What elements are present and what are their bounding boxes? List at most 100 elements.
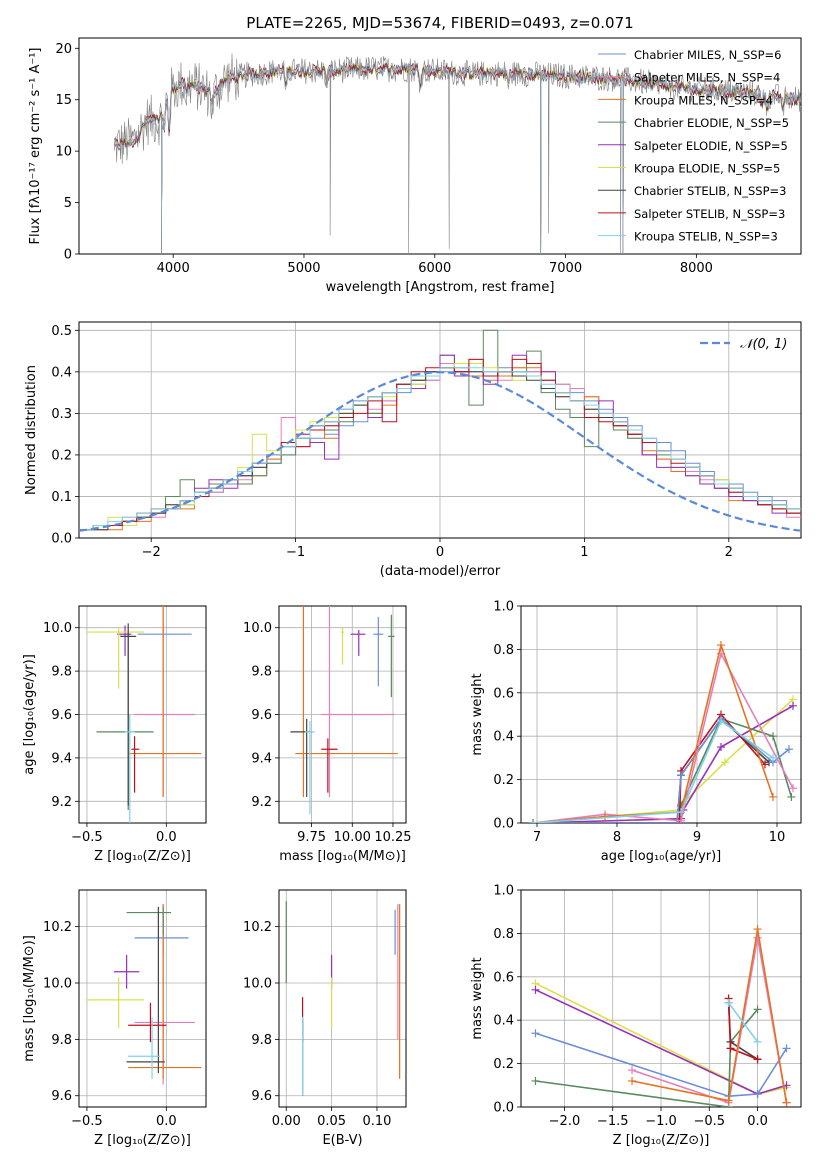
data-marker [753,925,762,934]
data-marker [677,808,685,817]
y-tick-label: 0.1 [51,490,72,505]
y-tick-label: 9.8 [251,1033,272,1048]
y-tick-label: 9.6 [51,708,72,723]
weight-series [533,713,766,823]
x-tick-label: 7 [533,830,541,845]
y-tick-label: 0.4 [51,365,72,380]
y-tick-label: 0.4 [493,1014,514,1029]
x-axis-label: E(B-V) [322,1133,362,1148]
y-tick-label: 0.8 [493,927,514,942]
y-tick-label: 10.0 [243,977,272,992]
x-tick-label: 10.00 [334,830,371,845]
x-tick-label: 0.0 [156,830,177,845]
data-marker [677,771,685,780]
y-tick-label: 0.2 [51,448,72,463]
weight-series [532,705,794,823]
x-axis-label: (data-model)/error [380,564,501,579]
x-tick-label: 0.0 [747,1114,768,1129]
x-tick-label: −2 [142,545,161,560]
plot-frame [78,37,802,255]
x-tick-label: 7000 [549,261,582,276]
legend-label: 𝒩(0, 1) [740,337,787,352]
data-marker [677,816,685,823]
y-tick-label: 9.8 [251,665,272,680]
weight-series [535,1032,788,1098]
weight-series [631,928,788,1103]
data-marker [785,745,793,754]
x-tick-label: 0.10 [362,1114,391,1129]
data-marker [717,641,725,650]
y-tick-label: 0.0 [493,817,514,832]
x-tick-label: 5000 [287,261,320,276]
y-tick-label: 10 [55,145,72,160]
data-marker [721,758,729,767]
data-marker [531,1029,540,1038]
panel-spectrum: 4000 5000 6000 7000 8000 0 5 10 15 20 wavelength [… [28,37,802,295]
y-tick-label: 9.6 [251,708,272,723]
y-tick-label: 9.4 [51,751,72,766]
y-tick-label: 0.2 [493,1057,514,1072]
y-tick-label: 15 [55,93,72,108]
legend-label: Salpeter MILES, N_SSP=4 [634,71,780,85]
x-axis-label: Z [log₁₀(Z/Z⊙)] [94,849,191,864]
x-axis-label: Z [log₁₀(Z/Z⊙)] [94,1133,191,1148]
data-marker [787,792,796,801]
x-tick-label: 10 [769,830,786,845]
data-marker [628,1066,637,1075]
y-tick-label: 10.0 [43,977,72,992]
plot-frame [520,605,802,824]
x-axis-label: Z [log₁₀(Z/Z⊙)] [613,1133,710,1148]
panel-mass-vs-ebv: 0.00 0.05 0.10 9.6 9.8 10.0 10.2 E(B-V) [243,889,407,1148]
y-tick-label: 0 [64,248,72,263]
data-marker [753,1055,762,1064]
panel-age-vs-mass: 9.75 10.00 10.25 9.2 9.4 9.6 9.8 10.0 mass [log₁… [243,605,412,864]
legend-label: Salpeter ELODIE, N_SSP=5 [634,139,788,153]
data-marker [782,1098,791,1107]
data-marker [789,784,797,793]
y-tick-label: 10.2 [243,920,272,935]
panel-mass-vs-Z: −0.5 0.0 9.6 9.8 10.0 10.2 Z [log₁₀(Z/Z⊙)] mass… [22,889,207,1148]
y-tick-label: 9.6 [51,1089,72,1104]
legend-label: Kroupa ELODIE, N_SSP=5 [634,162,780,176]
y-tick-label: 20 [55,42,72,57]
data-marker [769,732,777,741]
data-marker [717,743,725,752]
panel-residuals: −2 −1 0 1 2 0.0 0.1 0.2 0.3 0.4 0.5 (data-model)/er… [24,321,802,579]
histogram-series [79,367,801,531]
plot-frame [278,889,407,1108]
x-tick-label: 9.75 [297,830,326,845]
legend-label: Kroupa STELIB, N_SSP=3 [634,230,778,244]
y-axis-label: Normed distribution [24,365,39,495]
y-axis-label: mass weight [470,957,485,1039]
y-tick-label: 0.8 [493,643,514,658]
legend-label: Chabrier ELODIE, N_SSP=5 [634,116,789,130]
x-tick-label: 4000 [157,261,190,276]
data-marker [789,701,797,710]
x-tick-label: 0.0 [156,1114,177,1129]
data-marker [717,717,725,726]
y-tick-label: 10.0 [43,621,72,636]
y-tick-label: 0.2 [493,773,514,788]
data-marker [769,792,777,801]
y-tick-label: 0.0 [51,532,72,547]
y-axis-label: mass weight [470,673,485,755]
data-marker [529,819,537,823]
x-tick-label: 1 [580,545,588,560]
y-tick-label: 9.2 [251,795,272,810]
weight-series [533,717,770,823]
model-spectrum [114,61,801,254]
data-marker [782,1044,791,1053]
x-tick-label: −2.0 [549,1114,581,1129]
data-marker [724,1096,733,1105]
data-marker [753,933,762,942]
x-tick-label: 8000 [680,261,713,276]
data-marker [724,998,733,1007]
weight-series [533,717,790,823]
data-marker [726,1044,735,1053]
y-tick-label: 10.2 [43,920,72,935]
data-marker [628,1076,637,1085]
weight-series [535,1008,759,1107]
x-tick-label: −1.0 [645,1114,677,1129]
x-tick-label: −1.5 [597,1114,629,1129]
